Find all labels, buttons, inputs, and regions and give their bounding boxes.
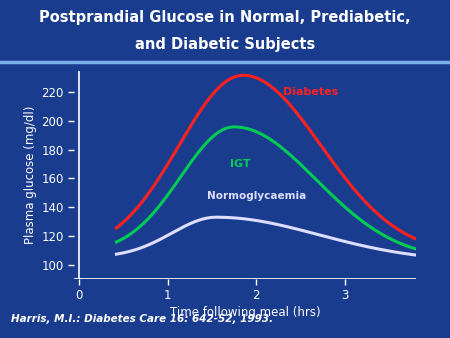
Text: Diabetes: Diabetes bbox=[283, 88, 338, 97]
Y-axis label: Plasma glucose (mg/dl): Plasma glucose (mg/dl) bbox=[24, 106, 37, 244]
Text: and Diabetic Subjects: and Diabetic Subjects bbox=[135, 37, 315, 52]
Text: Postprandial Glucose in Normal, Prediabetic,: Postprandial Glucose in Normal, Prediabe… bbox=[39, 10, 411, 25]
Text: Normoglycaemia: Normoglycaemia bbox=[207, 191, 307, 201]
Text: IGT: IGT bbox=[230, 159, 250, 169]
X-axis label: Time following meal (hrs): Time following meal (hrs) bbox=[170, 307, 320, 319]
Text: Harris, M.I.: Diabetes Care 16: 642-52, 1993.: Harris, M.I.: Diabetes Care 16: 642-52, … bbox=[11, 314, 274, 324]
